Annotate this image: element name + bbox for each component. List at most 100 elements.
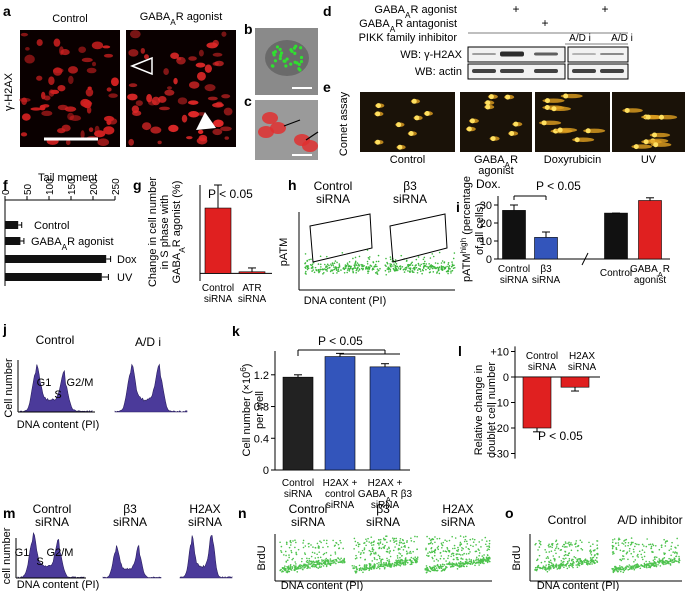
event <box>291 567 294 570</box>
event <box>332 272 335 275</box>
event <box>320 266 322 268</box>
event <box>615 548 618 551</box>
event <box>571 544 573 546</box>
band <box>600 53 624 55</box>
event <box>548 551 551 553</box>
event <box>397 267 400 269</box>
event <box>636 555 638 557</box>
event <box>290 551 293 554</box>
label: ATR <box>242 283 261 294</box>
event <box>404 268 407 271</box>
event <box>399 556 401 559</box>
event <box>357 551 360 553</box>
event <box>547 566 550 569</box>
event <box>378 561 380 564</box>
event <box>461 546 463 549</box>
event <box>568 545 571 547</box>
event <box>426 566 429 569</box>
event <box>663 538 665 541</box>
cell <box>88 127 94 133</box>
event <box>355 264 357 266</box>
event <box>304 565 306 568</box>
event <box>424 568 427 570</box>
event <box>568 541 570 544</box>
event <box>652 559 655 562</box>
event <box>645 560 647 563</box>
event <box>368 568 371 570</box>
event <box>389 256 392 258</box>
cell <box>36 75 43 81</box>
event <box>330 554 332 557</box>
label: WB: γ-H2AX <box>400 49 462 61</box>
cell <box>197 129 204 135</box>
event <box>480 560 482 563</box>
event <box>443 267 446 270</box>
event <box>360 267 363 270</box>
comet-head <box>544 105 550 111</box>
event <box>437 545 440 548</box>
comet-head <box>541 120 547 126</box>
cell <box>129 30 141 39</box>
event <box>291 566 294 568</box>
event <box>563 558 565 560</box>
cell <box>204 64 212 73</box>
cell <box>207 96 218 101</box>
event <box>548 560 550 563</box>
label: Control <box>390 154 425 166</box>
event <box>452 565 454 568</box>
event <box>660 546 663 549</box>
event <box>474 564 476 567</box>
event <box>373 553 376 555</box>
y-label: BrdU <box>256 545 268 570</box>
event <box>392 265 394 267</box>
event <box>361 549 364 552</box>
event <box>446 546 448 549</box>
event <box>362 265 364 268</box>
label: Control <box>526 351 558 362</box>
y-label: doublet cell number <box>486 362 498 458</box>
cell <box>103 53 114 58</box>
event <box>464 562 467 565</box>
event <box>376 265 378 268</box>
y-tick-label: 0 <box>263 465 269 477</box>
event <box>488 557 491 559</box>
event <box>596 547 598 550</box>
cell <box>80 130 85 139</box>
comet-head <box>408 131 414 137</box>
event <box>630 541 633 544</box>
y-label: γ-H2AX <box>3 72 15 111</box>
event <box>380 547 383 550</box>
arrow <box>305 131 319 141</box>
event <box>469 544 472 547</box>
event <box>549 545 552 548</box>
event <box>329 270 332 273</box>
cell <box>187 100 199 105</box>
event <box>632 541 634 544</box>
event <box>438 537 441 540</box>
event <box>340 557 342 560</box>
event <box>303 552 306 554</box>
label: A/D i <box>135 335 161 349</box>
event <box>575 545 577 548</box>
event <box>672 559 674 561</box>
event <box>678 555 680 558</box>
event <box>567 552 570 555</box>
event <box>337 268 340 271</box>
cell <box>221 94 231 99</box>
event <box>322 553 325 556</box>
blot <box>567 63 629 80</box>
band <box>572 69 596 73</box>
event <box>297 567 300 569</box>
label: GABAAR <box>474 154 518 170</box>
event <box>475 556 478 559</box>
event <box>393 263 395 265</box>
event <box>367 567 370 570</box>
panel-letter: h <box>288 177 297 193</box>
label: siRNA <box>500 275 529 286</box>
panel-letter: i <box>456 199 460 215</box>
event <box>306 561 309 564</box>
event <box>361 264 364 266</box>
event <box>369 554 372 556</box>
y-label: R agonist (%) <box>171 181 183 248</box>
event <box>411 261 413 264</box>
